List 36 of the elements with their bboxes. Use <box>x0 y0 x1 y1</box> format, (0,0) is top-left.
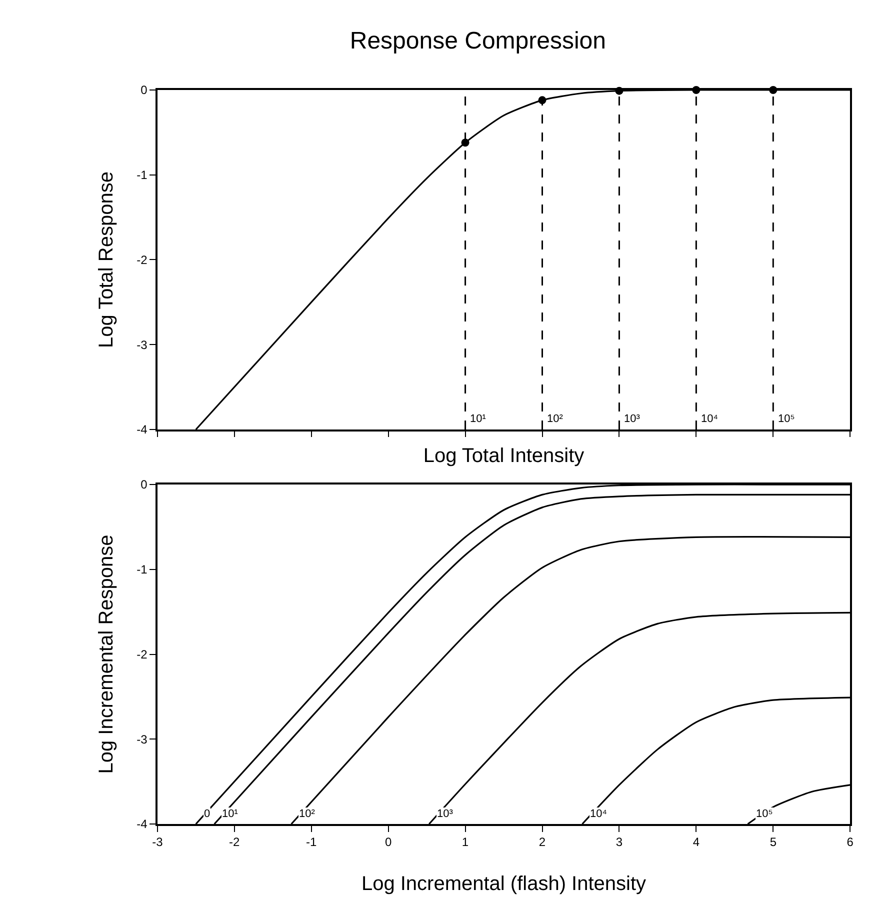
x-axis-title: Log Total Intensity <box>423 445 584 468</box>
y-tick-label: -2 <box>136 252 148 267</box>
y-tick-label: -1 <box>136 562 148 577</box>
series-label: 10¹ <box>222 808 238 820</box>
x-tick-label: -2 <box>229 835 240 850</box>
x-tick-label: 0 <box>384 835 392 850</box>
series-label: 10³ <box>437 808 454 820</box>
y-tick-label: -2 <box>136 647 148 662</box>
x-tick-label: 3 <box>616 835 623 850</box>
annotation: 10³ <box>624 413 640 425</box>
x-tick-label: 6 <box>846 835 854 850</box>
annotation: 10⁵ <box>778 413 795 425</box>
y-tick-label: -4 <box>136 422 148 437</box>
annotation: 10² <box>547 413 564 425</box>
y-axis-title: Log Incremental Response <box>96 534 118 774</box>
annotation: 10¹ <box>470 413 486 425</box>
series-label: 0 <box>204 808 210 820</box>
x-tick-label: 5 <box>770 835 777 850</box>
x-tick-label: 4 <box>692 835 700 850</box>
y-tick-label: 0 <box>140 478 148 492</box>
y-tick-label: 0 <box>140 83 148 98</box>
series-label: 10⁴ <box>590 808 608 820</box>
y-tick-label: -4 <box>136 817 148 832</box>
x-tick-label: 2 <box>538 835 546 850</box>
series-label: 10² <box>299 808 316 820</box>
x-tick-label: -1 <box>306 835 317 850</box>
y-axis-title: Log Total Response <box>96 172 118 348</box>
x-axis-title: Log Incremental (flash) Intensity <box>361 873 646 896</box>
y-tick-label: -3 <box>136 732 148 746</box>
chart-title: Response Compression <box>350 28 606 55</box>
series-label: 10⁵ <box>756 808 773 820</box>
x-tick-label: -3 <box>152 835 164 850</box>
y-tick-label: -3 <box>136 338 148 352</box>
x-tick-label: 1 <box>462 835 469 850</box>
annotation: 10⁴ <box>701 413 718 425</box>
y-tick-label: -1 <box>136 168 148 182</box>
